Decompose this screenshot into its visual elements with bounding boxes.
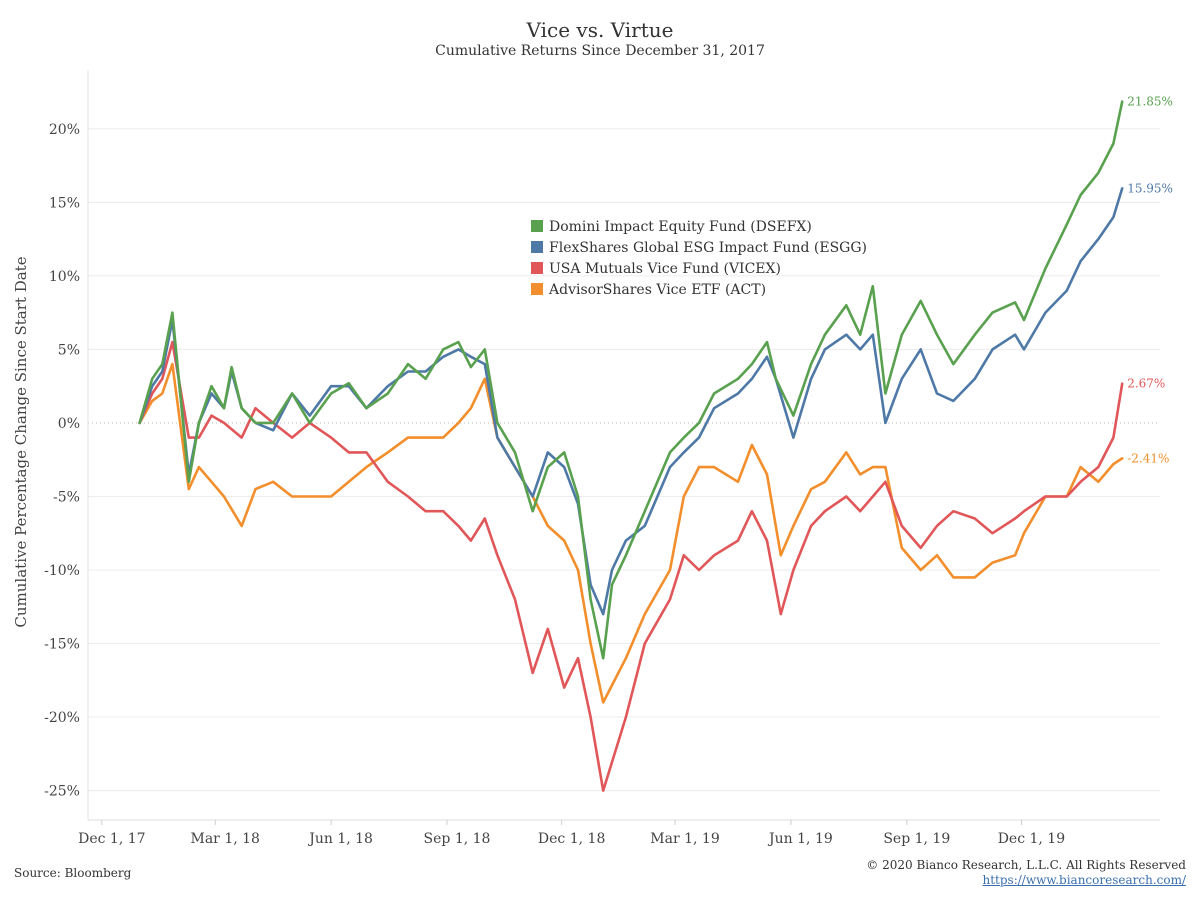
y-tick-label: 10% xyxy=(49,269,80,285)
legend-swatch-vicex xyxy=(531,262,543,274)
legend: Domini Impact Equity Fund (DSEFX) FlexSha… xyxy=(531,219,867,298)
end-label-dsefx: 21.85% xyxy=(1127,95,1173,109)
x-tick-label: Dec 1, 17 xyxy=(78,831,145,847)
legend-label-dsefx: Domini Impact Equity Fund (DSEFX) xyxy=(549,219,812,235)
x-tick-label: Jun 1, 19 xyxy=(767,831,833,847)
legend-label-vicex: USA Mutuals Vice Fund (VICEX) xyxy=(549,261,781,277)
series-end-labels: -2.41% 2.67% 15.95% 21.85% xyxy=(1127,95,1173,466)
x-tick-label: Sep 1, 19 xyxy=(883,831,950,847)
legend-swatch-esgg xyxy=(531,241,543,253)
x-tick-label: Dec 1, 19 xyxy=(998,831,1065,847)
y-axis-ticks: 20% 15% 10% 5% 0% -5% -10% -15% -20% -25% xyxy=(44,122,80,800)
y-tick-label: 20% xyxy=(49,122,80,138)
chart-title: Vice vs. Virtue xyxy=(526,18,674,42)
y-tick-label: 15% xyxy=(49,195,80,211)
series-line-esgg xyxy=(138,187,1124,616)
gridlines xyxy=(87,70,1160,821)
website-link[interactable]: https://www.biancoresearch.com/ xyxy=(982,873,1186,887)
series-line-act xyxy=(138,362,1124,704)
end-label-act: -2.41% xyxy=(1127,451,1169,465)
legend-label-act: AdvisorShares Vice ETF (ACT) xyxy=(548,282,766,298)
x-tick-label: Jun 1, 18 xyxy=(307,831,373,847)
y-tick-label: 5% xyxy=(58,342,80,358)
end-label-vicex: 2.67% xyxy=(1127,377,1165,391)
series-line-dsefx xyxy=(138,100,1124,660)
series-line-vicex xyxy=(138,340,1124,792)
source-note: Source: Bloomberg xyxy=(14,866,132,880)
x-tick-label: Sep 1, 18 xyxy=(424,831,491,847)
y-tick-label: -5% xyxy=(53,489,80,505)
x-axis-ticks: Dec 1, 17 Mar 1, 18 Jun 1, 18 Sep 1, 18 Dec … xyxy=(78,820,1065,847)
series-lines xyxy=(138,100,1124,792)
end-label-esgg: 15.95% xyxy=(1127,181,1173,195)
copyright-note: © 2020 Bianco Research, L.L.C. All Right… xyxy=(866,858,1186,872)
y-tick-label: -20% xyxy=(44,710,80,726)
x-tick-label: Dec 1, 18 xyxy=(538,831,605,847)
x-tick-label: Mar 1, 19 xyxy=(650,831,719,847)
y-tick-label: -15% xyxy=(44,637,80,653)
legend-swatch-act xyxy=(531,283,543,295)
x-tick-label: Mar 1, 18 xyxy=(191,831,260,847)
y-tick-label: -25% xyxy=(44,784,80,800)
y-tick-label: -10% xyxy=(44,563,80,579)
y-axis-label: Cumulative Percentage Change Since Start… xyxy=(12,256,30,627)
legend-label-esgg: FlexShares Global ESG Impact Fund (ESGG) xyxy=(549,240,867,256)
legend-swatch-dsefx xyxy=(531,220,543,232)
chart-subtitle: Cumulative Returns Since December 31, 20… xyxy=(435,43,765,59)
y-tick-label: 0% xyxy=(58,416,80,432)
